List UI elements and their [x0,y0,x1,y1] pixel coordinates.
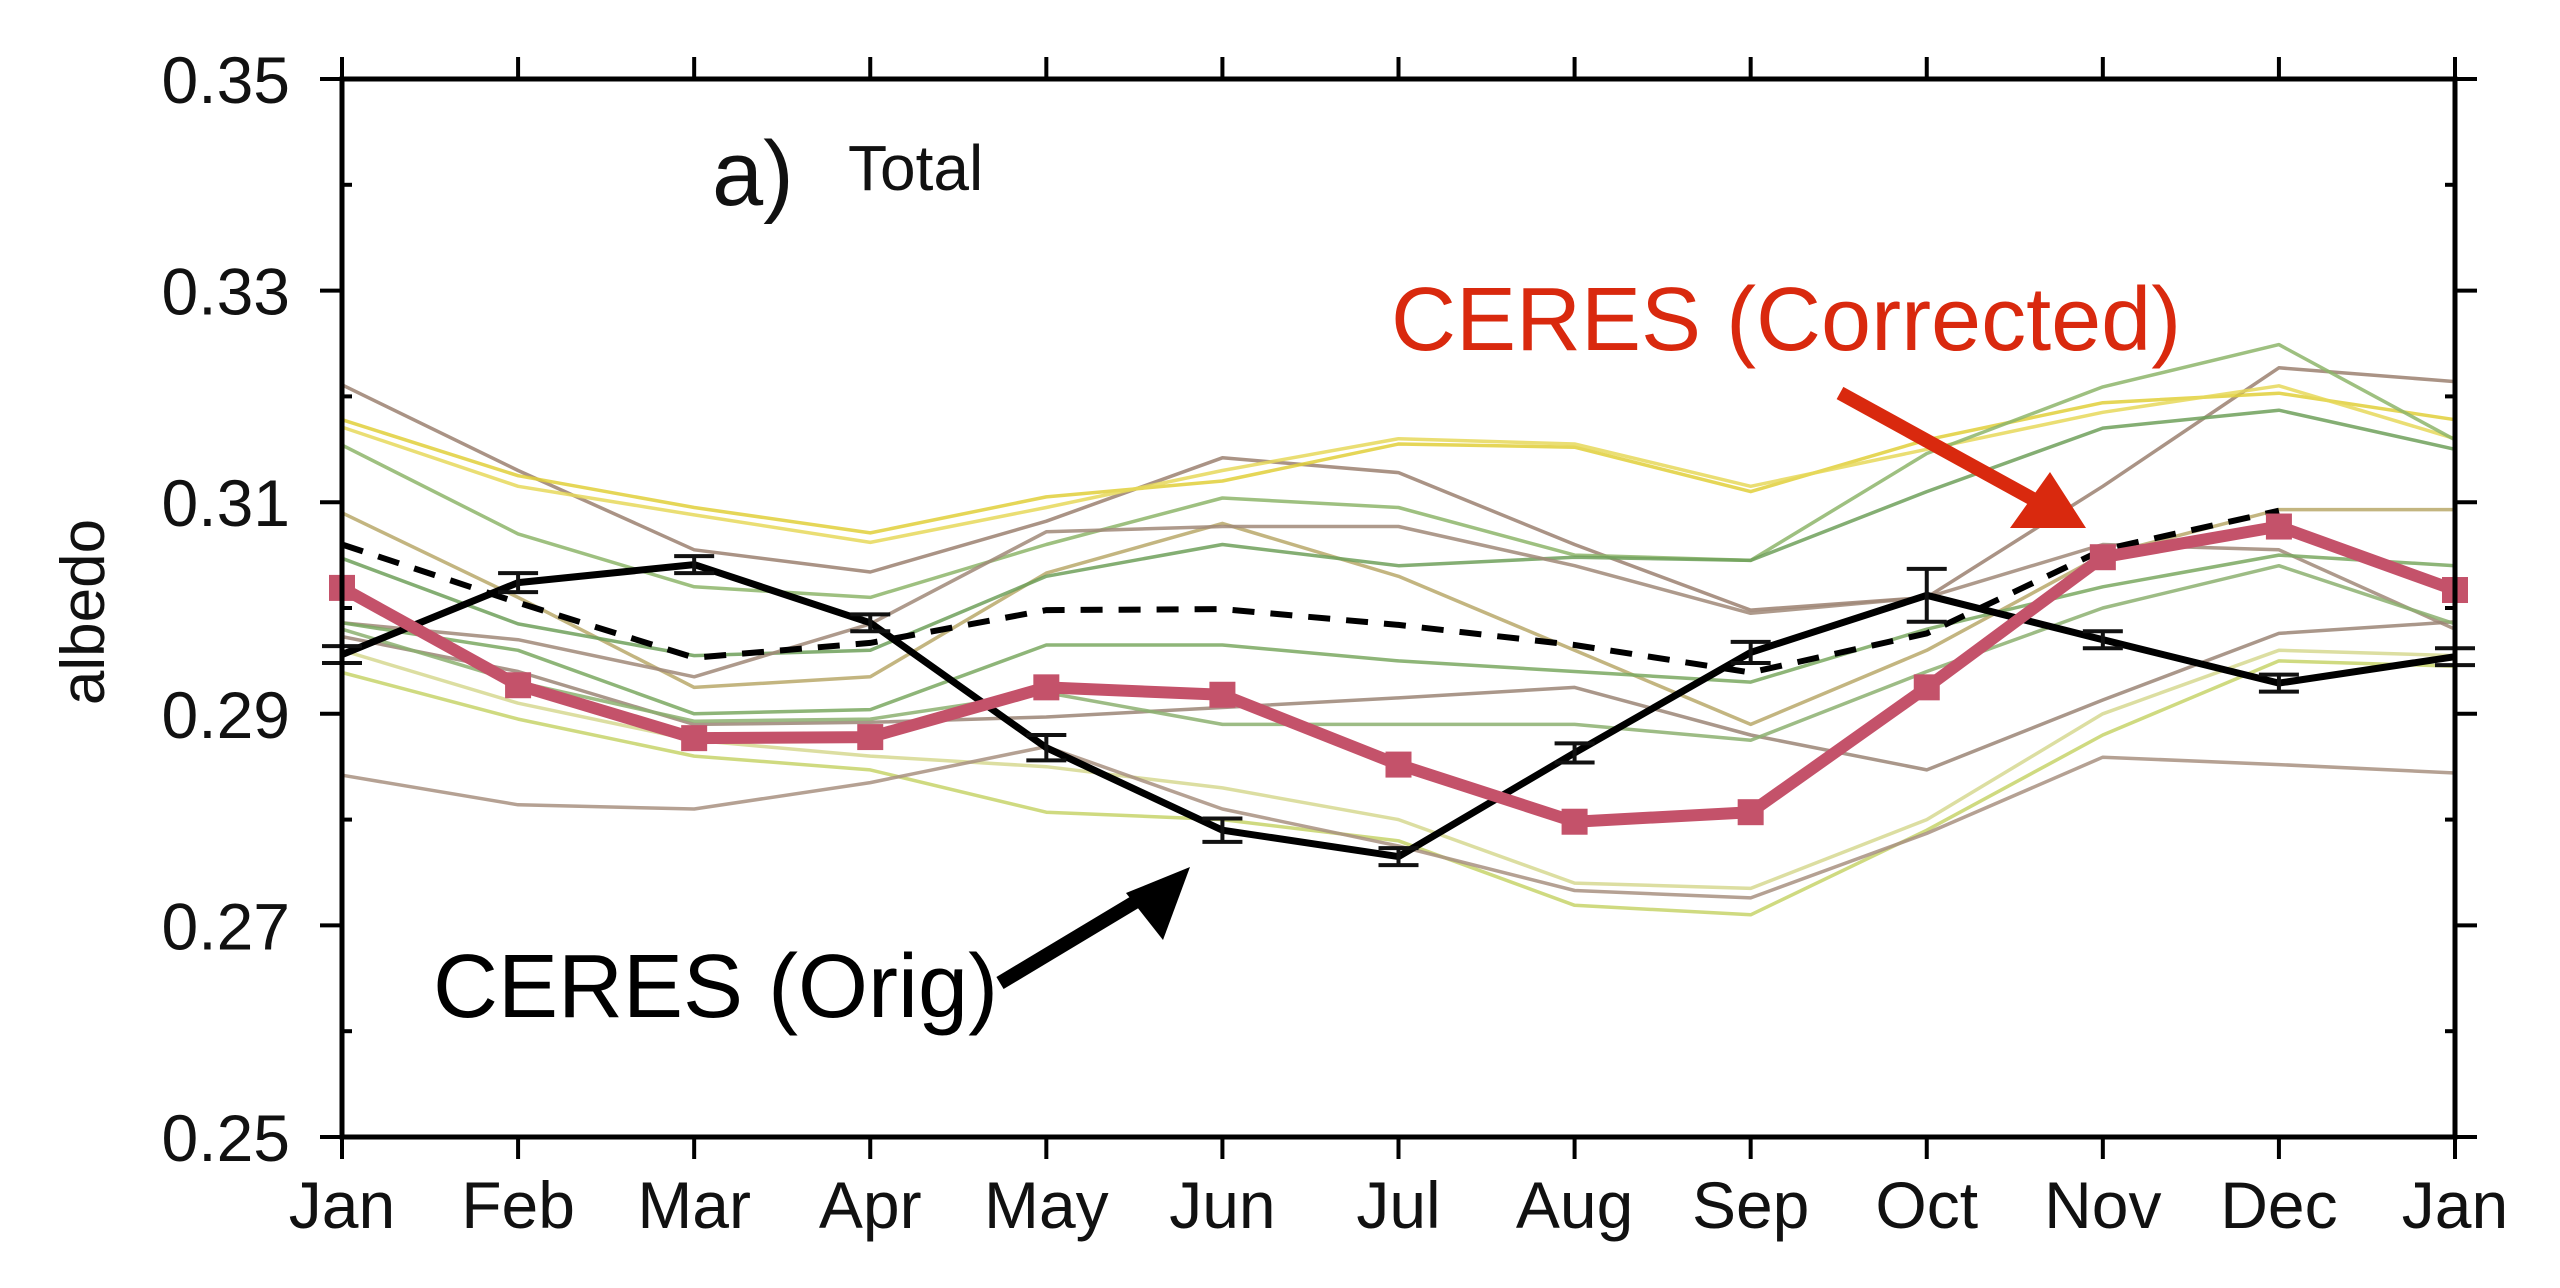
ceres-corrected-marker [1385,751,1412,778]
ceres-corrected-marker [857,724,884,751]
y-axis-label: albedo [49,519,118,705]
chart-title: Total [848,132,983,204]
panel-label: a) [712,123,794,225]
arrow-ceres-orig [996,867,1190,990]
series-lines [322,507,2475,868]
ceres-orig-errorbar [1906,566,1947,624]
ensemble-line-9 [341,620,2456,772]
annotation-ceres-orig: CERES (Orig) [433,937,998,1037]
ceres-orig-errorbar [1202,816,1243,844]
y-tick-label: 0.33 [162,255,290,329]
y-tick-label: 0.29 [162,678,290,752]
x-tick-label: Nov [2044,1168,2161,1242]
ensemble-lines [341,342,2456,917]
ceres-corrected-marker [505,672,532,699]
ensemble-line-13 [341,744,2456,900]
tick-labels: Jan Feb Mar Apr May Jun Jul Aug Sep Oct Nov Dec Jan0… [162,43,2509,1242]
y-tick-label: 0.27 [162,889,290,963]
x-tick-label: Jun [1169,1168,1275,1242]
x-tick-label: Apr [819,1168,922,1242]
y-tick-label: 0.31 [162,466,290,540]
ceres-corrected-marker [1913,674,1940,701]
x-tick-label: Jan [2402,1168,2508,1242]
ceres-orig-errorbar [1554,741,1595,765]
ceres-corrected-marker [1209,681,1236,708]
ensemble-line-11 [341,659,2456,917]
ceres-orig-errorbar [674,554,715,576]
ensemble-line-10 [341,563,2456,743]
arrow-head-orig [1126,867,1190,940]
arrow-head-corrected [2010,472,2086,528]
ceres-corrected-marker [2265,513,2292,540]
ceres-orig-errorbar [850,612,891,634]
x-tick-label: Mar [637,1168,751,1242]
ceres-orig-errorbar [1378,846,1419,868]
annotation-ceres-corrected: CERES (Corrected) [1391,270,2181,370]
ensemble-line-6 [341,408,2456,658]
ensemble-line-8 [341,553,2456,716]
ceres-orig-errorbar [2082,629,2123,651]
ensemble-line-3 [341,384,2456,545]
ceres-corrected-marker [2089,544,2116,571]
arrow-shaft-corrected [1836,386,2044,510]
ceres-corrected-marker [1737,799,1764,826]
ensemble-line-1 [341,366,2456,612]
ceres-corrected-marker [1033,674,1060,701]
ceres-orig-errorbar [1730,639,1771,666]
x-tick-label: Sep [1692,1168,1809,1242]
arrow-shaft-orig [996,886,1154,990]
ceres-orig-errorbar [2258,672,2299,694]
ceres-corrected-marker [681,725,708,752]
ensemble-line-2 [341,391,2456,535]
y-tick-label: 0.35 [162,43,290,117]
arrow-ceres-corrected [1836,386,2086,528]
x-tick-label: Feb [461,1168,575,1242]
x-tick-label: Jan [289,1168,395,1242]
ceres-orig-errorbar [1026,732,1067,763]
x-tick-label: Oct [1875,1168,1978,1242]
ensemble-mean-dashed-line [341,507,2280,676]
axes [320,57,2477,1159]
x-tick-label: Aug [1516,1168,1633,1242]
ceres-orig-errorbar [498,571,539,595]
x-tick-label: May [984,1168,1109,1242]
x-tick-label: Dec [2220,1168,2337,1242]
ceres-corrected-marker [1561,808,1588,835]
ensemble-line-4 [341,342,2456,600]
y-tick-label: 0.25 [162,1101,290,1175]
x-tick-label: Jul [1356,1168,1440,1242]
